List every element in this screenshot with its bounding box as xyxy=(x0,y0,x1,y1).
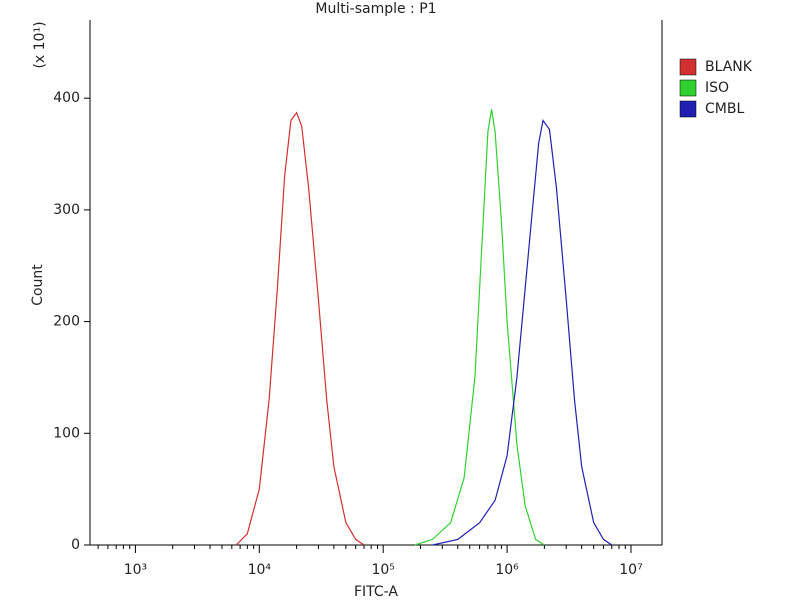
y-axis-label: Count xyxy=(30,264,46,306)
y-scale-note: (x 10¹) xyxy=(32,21,48,68)
x-tick-label: 10⁶ xyxy=(495,562,519,578)
legend-swatch xyxy=(679,79,697,97)
y-tick-label: 300 xyxy=(53,202,80,218)
legend-label: ISO xyxy=(705,80,729,96)
y-tick-label: 200 xyxy=(53,314,80,330)
x-tick-label: 10⁵ xyxy=(371,562,394,578)
legend-swatch xyxy=(679,58,697,76)
y-tick-label: 0 xyxy=(71,537,80,553)
x-tick-label: 10⁷ xyxy=(619,562,642,578)
legend-label: CMBL xyxy=(705,101,744,117)
legend-label: BLANK xyxy=(705,59,753,75)
chart-title: Multi-sample : P1 xyxy=(315,1,436,17)
legend-swatch xyxy=(679,100,697,118)
x-axis-label: FITC-A xyxy=(354,584,398,600)
x-tick-label: 10³ xyxy=(124,562,147,578)
x-tick-label: 10⁴ xyxy=(248,562,272,578)
histogram-line xyxy=(235,111,365,546)
y-tick-label: 100 xyxy=(53,425,80,441)
histogram-line xyxy=(432,119,613,546)
y-tick-label: 400 xyxy=(53,90,80,106)
histogram-line xyxy=(414,109,545,546)
